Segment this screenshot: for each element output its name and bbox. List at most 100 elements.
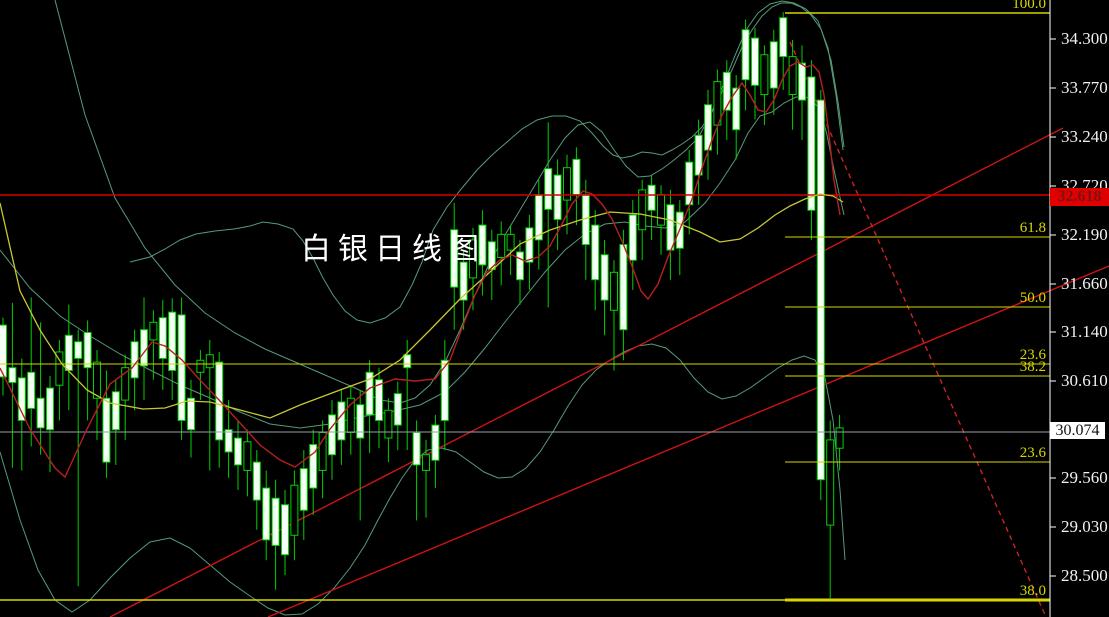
candle-body	[760, 54, 769, 96]
candle-body	[478, 224, 487, 266]
candle-body	[149, 321, 158, 341]
fib-label: 50.0	[1019, 290, 1046, 306]
candle-body	[450, 229, 459, 288]
candle-body	[769, 41, 778, 89]
fib-label: 38.0	[1019, 583, 1046, 599]
candle-body	[826, 439, 835, 526]
candle-body	[666, 204, 675, 251]
y-axis-label: 34.300	[1061, 29, 1108, 48]
band-upper-tight	[129, 2, 845, 324]
candle-body	[205, 354, 214, 369]
band-upper-wide	[54, 0, 844, 404]
candle-body	[628, 214, 637, 261]
candle-body	[346, 397, 355, 433]
candle-body	[46, 387, 54, 431]
candle-body	[788, 56, 797, 96]
candle-body	[403, 354, 412, 369]
candle-body	[252, 461, 261, 501]
candle-body	[243, 441, 252, 471]
candle-body	[779, 17, 788, 58]
candle-body	[168, 311, 177, 371]
candle-body	[356, 404, 365, 439]
yellow-ma	[0, 193, 844, 419]
candle-body	[177, 314, 186, 421]
fib-label: 23.6	[1019, 347, 1046, 363]
y-axis-label: 30.610	[1061, 371, 1108, 390]
y-axis-label: 33.770	[1061, 78, 1108, 97]
red-ma	[0, 61, 841, 479]
fib-label: 100.0	[1012, 0, 1046, 12]
candle-body	[224, 429, 233, 453]
candle-body	[516, 251, 524, 281]
candle-body	[8, 367, 17, 383]
candle-body	[271, 497, 280, 546]
candle-body	[290, 484, 299, 536]
support-trendline-low	[267, 265, 1109, 617]
candle-body	[807, 76, 816, 211]
candle-body	[0, 324, 7, 378]
candle-body	[638, 189, 647, 231]
candle-body	[365, 371, 374, 416]
candle-body	[64, 334, 73, 371]
candle-body	[798, 62, 806, 101]
chart-title: 白银日线图	[301, 233, 486, 266]
candle-body	[337, 401, 346, 441]
y-axis-label: 33.240	[1061, 127, 1108, 146]
marked-price-badge: 32.618	[1050, 188, 1109, 206]
candle-body	[694, 134, 703, 176]
candle-body	[835, 427, 844, 449]
band-lower-wide	[0, 343, 846, 616]
candle-body	[563, 167, 571, 201]
candle-body	[412, 431, 421, 466]
candle-body	[234, 437, 242, 466]
current-price-badge: 30.074	[1050, 422, 1105, 439]
y-axis-label: 31.140	[1061, 322, 1108, 341]
candle-body	[600, 254, 609, 301]
candle-body	[121, 367, 130, 401]
candle-body	[130, 341, 139, 379]
candle-body	[816, 99, 825, 481]
candle-body	[431, 424, 440, 461]
candle-body	[732, 87, 741, 131]
candle-body	[140, 329, 148, 367]
candle-body	[610, 271, 618, 311]
candle-body	[393, 393, 402, 426]
candle-body	[384, 409, 393, 439]
y-axis-label: 28.500	[1061, 566, 1108, 585]
fib-label: 61.8	[1019, 220, 1046, 236]
candle-body	[36, 397, 45, 429]
candle-body	[262, 487, 271, 541]
candle-body	[281, 504, 289, 556]
candle-body	[93, 361, 101, 399]
decline-dashed-line	[789, 41, 1047, 617]
candle-body	[299, 468, 308, 511]
candle-body	[74, 341, 83, 359]
candle-body	[619, 244, 628, 331]
fib-label: 23.6	[1019, 445, 1046, 461]
fib-label: 38.2	[1019, 359, 1046, 375]
candle-body	[469, 239, 477, 279]
candle-body	[647, 184, 656, 211]
candle-body	[318, 431, 327, 471]
candle-body	[497, 233, 506, 259]
candle-body	[17, 377, 26, 421]
y-axis-label: 31.660	[1061, 274, 1108, 293]
candle-body	[572, 158, 581, 196]
candle-body	[506, 233, 515, 251]
candle-body	[111, 391, 120, 431]
y-axis-label: 29.560	[1061, 468, 1108, 487]
candle-body	[591, 224, 600, 281]
y-axis-label: 29.030	[1061, 517, 1108, 536]
candle-body	[187, 397, 195, 431]
candle-body	[328, 414, 336, 456]
candle-body	[27, 371, 36, 409]
candle-body	[553, 174, 562, 221]
candle-body	[309, 444, 318, 489]
candle-body	[459, 261, 468, 301]
candle-body	[375, 379, 383, 421]
candle-body	[657, 194, 665, 226]
candle-body	[422, 454, 430, 471]
candle-body	[158, 317, 167, 359]
